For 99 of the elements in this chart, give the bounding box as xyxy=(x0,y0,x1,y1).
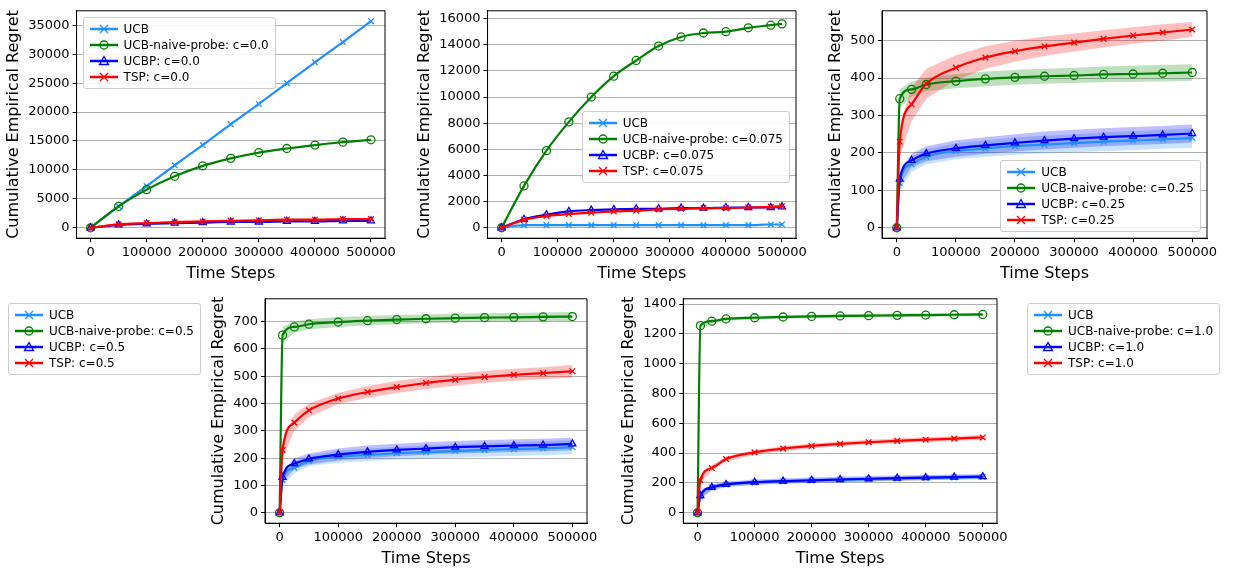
legend-label: TSP: c=0.075 xyxy=(622,162,704,179)
x-tick-label: 0 xyxy=(497,244,506,260)
y-tick-label: 12000 xyxy=(439,62,481,78)
y-tick-label: 500 xyxy=(233,367,259,383)
legend-label: UCB xyxy=(1068,306,1094,323)
y-tick-label: 5000 xyxy=(36,190,70,206)
y-tick-label: 0 xyxy=(61,219,70,235)
x-tick-label: 300000 xyxy=(1049,244,1099,260)
y-tick-label: 0 xyxy=(866,219,876,235)
y-tick-label: 8000 xyxy=(447,114,481,130)
legend-label: UCBP: c=0.25 xyxy=(1041,196,1126,213)
legend-label: UCBP: c=0.0 xyxy=(123,52,200,69)
legend-label: UCB xyxy=(48,306,75,323)
y-tick-label: 1000 xyxy=(643,355,677,371)
x-tick-label: 500000 xyxy=(346,244,396,260)
y-tick-label: 300 xyxy=(850,106,876,122)
legend-label: UCB-naive-probe: c=1.0 xyxy=(1068,322,1214,339)
y-tick-label: 400 xyxy=(233,394,259,410)
y-tick-label: 35000 xyxy=(28,16,70,32)
x-tick-label: 400000 xyxy=(290,244,340,260)
y-tick-label: 16000 xyxy=(439,10,481,26)
y-tick-label: 300 xyxy=(233,422,259,438)
x-tick-label: 500000 xyxy=(957,529,1008,545)
x-tick-label: 200000 xyxy=(177,244,228,260)
y-axis-title: Cumulative Empirical Regret xyxy=(824,10,844,239)
legend-label: UCBP: c=0.075 xyxy=(622,146,715,163)
legend-label: TSP: c=0.0 xyxy=(123,68,190,85)
x-tick-label: 0 xyxy=(892,244,901,260)
y-tick-label: 800 xyxy=(651,384,677,400)
x-tick-label: 500000 xyxy=(1167,244,1218,260)
x-tick-label: 100000 xyxy=(313,529,364,545)
y-tick-label: 700 xyxy=(233,312,259,328)
y-axis-title: Cumulative Empirical Regret xyxy=(413,10,433,239)
legend-label: UCB xyxy=(622,114,649,131)
y-tick-label: 2000 xyxy=(447,192,481,208)
y-tick-label: 15000 xyxy=(28,132,70,148)
y-tick-label: 400 xyxy=(651,444,677,460)
y-tick-label: 0 xyxy=(249,504,259,520)
x-tick-label: 200000 xyxy=(588,244,639,260)
y-tick-label: 500 xyxy=(850,32,876,48)
legend-label: TSP: c=1.0 xyxy=(1068,354,1134,371)
legend-label: UCB xyxy=(123,20,149,37)
x-tick-label: 100000 xyxy=(121,244,172,260)
y-tick-label: 1200 xyxy=(643,325,677,341)
y-axis-title: Cumulative Empirical Regret xyxy=(2,10,22,239)
legend-label: UCBP: c=1.0 xyxy=(1068,338,1145,355)
x-tick-label: 300000 xyxy=(234,244,284,260)
y-tick-label: 0 xyxy=(472,219,481,235)
legend-label: UCB xyxy=(1041,164,1067,181)
legend-label: UCB-naive-probe: c=0.25 xyxy=(1041,180,1194,197)
y-tick-label: 100 xyxy=(850,181,876,197)
legend-label: TSP: c=0.25 xyxy=(1041,212,1115,229)
x-tick-label: 300000 xyxy=(430,529,481,545)
y-tick-label: 10000 xyxy=(28,161,70,177)
x-axis-title: Time Steps xyxy=(999,262,1090,282)
y-tick-label: 4000 xyxy=(447,166,481,182)
x-tick-label: 300000 xyxy=(645,244,695,260)
x-tick-label: 0 xyxy=(693,529,702,545)
x-axis-title: Time Steps xyxy=(380,547,471,567)
y-tick-label: 25000 xyxy=(28,74,70,90)
x-axis-title: Time Steps xyxy=(596,262,687,282)
x-tick-label: 200000 xyxy=(990,244,1040,260)
legend-label: UCBP: c=0.5 xyxy=(48,338,126,355)
y-tick-label: 100 xyxy=(233,476,259,492)
y-tick-label: 200 xyxy=(651,474,677,490)
y-tick-label: 14000 xyxy=(439,36,481,52)
x-tick-label: 300000 xyxy=(843,529,894,545)
y-tick-label: 200 xyxy=(233,449,259,465)
y-axis-title: Cumulative Empirical Regret xyxy=(617,296,637,526)
x-axis-title: Time Steps xyxy=(185,262,276,282)
x-tick-label: 400000 xyxy=(489,529,539,545)
x-tick-label: 400000 xyxy=(1108,244,1158,260)
x-tick-label: 100000 xyxy=(532,244,583,260)
y-tick-label: 600 xyxy=(651,414,677,430)
y-tick-label: 30000 xyxy=(28,45,70,61)
y-tick-label: 600 xyxy=(233,340,259,356)
x-tick-label: 0 xyxy=(275,529,284,545)
legend-label: TSP: c=0.5 xyxy=(48,354,115,371)
y-tick-label: 1400 xyxy=(643,295,677,311)
x-tick-label: 200000 xyxy=(786,529,837,545)
x-tick-label: 400000 xyxy=(701,244,751,260)
y-tick-label: 400 xyxy=(850,69,876,85)
x-tick-label: 0 xyxy=(86,244,95,260)
y-axis-title: Cumulative Empirical Regret xyxy=(207,296,227,526)
x-tick-label: 200000 xyxy=(371,529,422,545)
legend-label: UCB-naive-probe: c=0.5 xyxy=(48,322,194,339)
x-tick-label: 100000 xyxy=(729,529,780,545)
y-tick-label: 200 xyxy=(850,144,876,160)
x-tick-label: 500000 xyxy=(757,244,807,260)
legend-label: UCB-naive-probe: c=0.075 xyxy=(622,130,783,147)
y-tick-label: 6000 xyxy=(447,140,481,156)
x-axis-title: Time Steps xyxy=(794,547,885,567)
y-tick-label: 0 xyxy=(668,504,677,520)
y-tick-label: 10000 xyxy=(439,88,481,104)
x-tick-label: 500000 xyxy=(547,529,598,545)
y-tick-label: 20000 xyxy=(28,103,70,119)
x-tick-label: 400000 xyxy=(900,529,951,545)
x-tick-label: 100000 xyxy=(931,244,981,260)
legend-label: UCB-naive-probe: c=0.0 xyxy=(123,36,269,53)
